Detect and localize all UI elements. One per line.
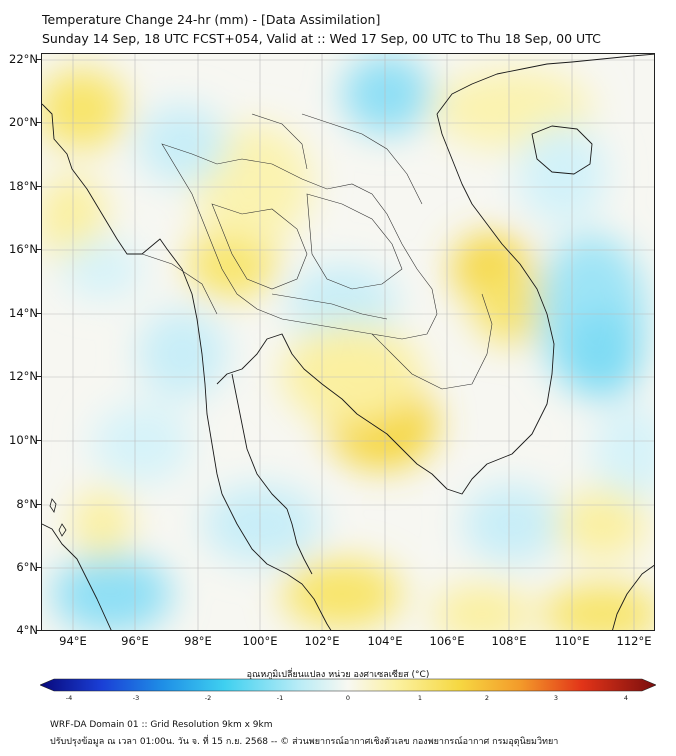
lat-tick <box>36 313 41 314</box>
colorbar <box>40 678 656 692</box>
lat-tick <box>36 630 41 631</box>
province-borders <box>141 113 493 390</box>
lat-tick <box>36 186 41 187</box>
lat-label: 6°N <box>16 560 38 574</box>
lat-label: 16°N <box>9 242 38 256</box>
lon-label: 106°E <box>429 634 465 648</box>
lon-label: 98°E <box>184 634 212 648</box>
lon-label: 96°E <box>121 634 149 648</box>
lat-label: 10°N <box>9 433 38 447</box>
lat-label: 12°N <box>9 369 38 383</box>
colorbar-tick: -1 <box>276 694 284 702</box>
islands <box>49 498 67 537</box>
lat-label: 20°N <box>9 115 38 129</box>
footer-credit: ปรับปรุงข้อมูล ณ เวลา 01:00น. วัน จ. ที่… <box>50 737 559 747</box>
colorbar-tick: 3 <box>553 694 559 702</box>
colorbar-tick: -3 <box>132 694 140 702</box>
lat-tick <box>36 504 41 505</box>
colorbar-tick: -4 <box>65 694 73 702</box>
lon-label: 94°E <box>59 634 87 648</box>
lon-label: 104°E <box>367 634 403 648</box>
lat-tick <box>36 567 41 568</box>
footer-model-info: WRF-DA Domain 01 :: Grid Resolution 9km … <box>50 720 273 730</box>
lat-label: 14°N <box>9 306 38 320</box>
colorbar-tick: -2 <box>204 694 212 702</box>
coastlines <box>42 54 654 630</box>
lat-label: 18°N <box>9 179 38 193</box>
lat-tick <box>36 249 41 250</box>
lat-label: 4°N <box>16 623 38 637</box>
lat-label: 22°N <box>9 52 38 66</box>
colorbar-tick: 1 <box>417 694 423 702</box>
lon-label: 110°E <box>554 634 590 648</box>
lat-tick <box>36 440 41 441</box>
chart-title: Temperature Change 24-hr (mm) - [Data As… <box>42 12 381 27</box>
colorbar-tick: 0 <box>345 694 351 702</box>
lat-tick <box>36 376 41 377</box>
temperature-change-map <box>41 53 655 631</box>
map-canvas <box>42 54 654 630</box>
lat-tick <box>36 59 41 60</box>
chart-subtitle: Sunday 14 Sep, 18 UTC FCST+054, Valid at… <box>42 31 601 46</box>
lon-label: 100°E <box>242 634 278 648</box>
colorbar-tick: 2 <box>484 694 490 702</box>
lat-label: 8°N <box>16 497 38 511</box>
lon-label: 108°E <box>491 634 527 648</box>
lon-label: 112°E <box>616 634 652 648</box>
lat-tick <box>36 122 41 123</box>
lon-label: 102°E <box>304 634 340 648</box>
colorbar-title: อุณหภูมิเปลี่ยนแปลง หน่วย องศาเซลเซียส (… <box>246 670 430 680</box>
colorbar-tick: 4 <box>623 694 629 702</box>
graticule <box>42 54 654 630</box>
